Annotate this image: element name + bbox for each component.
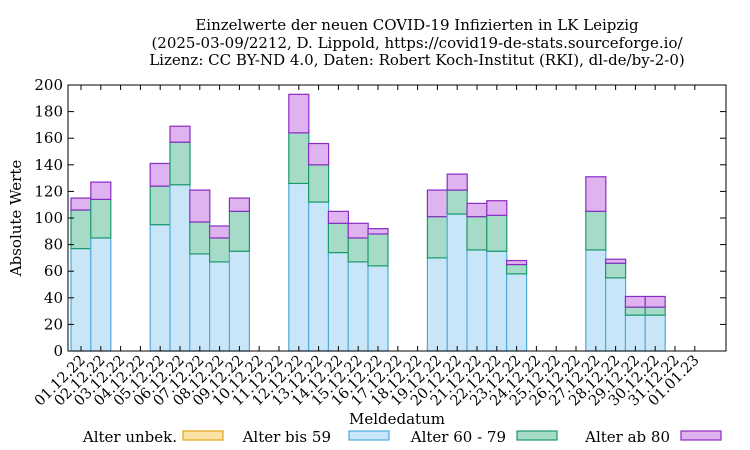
x-axis-ticks: 01.12.2202.12.2203.12.2204.12.2205.12.22…	[32, 85, 703, 409]
bar-07.12.22-series-1	[189, 253, 211, 352]
bar-23.12.22-series-1	[506, 273, 528, 352]
y-tick-label-140: 140	[34, 156, 63, 174]
bar-12.12.22-series-1	[288, 182, 310, 352]
bar-28.12.22-series-3	[604, 258, 627, 264]
bar-14.12.22-series-2	[327, 222, 349, 254]
bar-12.12.22-series-3	[288, 93, 310, 134]
bar-14.12.22-series-3	[327, 210, 349, 224]
bar-14.12.22-series-1	[327, 251, 349, 352]
legend: Alter unbek. Alter bis 59 Alter 60 - 79 Alt…	[82, 428, 722, 446]
bar-09.12.22-series-1	[228, 250, 250, 352]
y-tick-label-40: 40	[44, 289, 63, 307]
bar-05.12.22-series-1	[149, 224, 171, 352]
bar-19.12.22-series-1	[426, 257, 448, 352]
bar-22.12.22-series-1	[486, 250, 508, 352]
y-tick-label-160: 160	[34, 129, 63, 147]
y-tick-label-180: 180	[34, 103, 63, 121]
bar-29.12.22-series-1	[624, 314, 647, 352]
bar-20.12.22-series-2	[446, 189, 468, 215]
bar-13.12.22-series-3	[308, 142, 330, 166]
bar-08.12.22-series-1	[209, 261, 231, 352]
bar-27.12.22-series-3	[585, 176, 607, 212]
bar-28.12.22-series-2	[604, 262, 627, 279]
legend-swatch-3	[680, 430, 722, 441]
bar-05.12.22-series-2	[149, 185, 171, 226]
bar-05.12.22-series-3	[149, 162, 171, 187]
bar-13.12.22-series-2	[308, 164, 330, 203]
bar-16.12.22-series-3	[367, 228, 389, 235]
legend-swatch-2	[516, 430, 558, 441]
x-axis-label: Meldedatum	[349, 410, 445, 428]
bar-30.12.22-series-3	[644, 295, 666, 308]
bar-30.12.22-series-1	[644, 314, 666, 352]
legend-label-3: Alter ab 80	[584, 428, 670, 446]
bar-02.12.22-series-1	[90, 237, 112, 352]
bar-30.12.22-series-2	[644, 306, 666, 316]
bar-01.12.22-series-2	[70, 209, 92, 250]
y-tick-label-200: 200	[34, 76, 63, 94]
bar-15.12.22-series-1	[347, 261, 369, 352]
bar-22.12.22-series-2	[486, 214, 508, 252]
bar-09.12.22-series-3	[228, 197, 250, 212]
legend-label-1: Alter bis 59	[242, 428, 331, 446]
chart-title-line-1: Einzelwerte der neuen COVID-19 Infiziert…	[195, 16, 639, 34]
bar-08.12.22-series-2	[209, 237, 231, 263]
bar-08.12.22-series-3	[209, 225, 231, 239]
bar-22.12.22-series-3	[486, 200, 508, 216]
chart-title: Einzelwerte der neuen COVID-19 Infiziert…	[149, 16, 685, 69]
bar-01.12.22-series-3	[70, 197, 92, 211]
y-tick-label-0: 0	[53, 342, 63, 360]
bar-29.12.22-series-2	[624, 306, 647, 316]
bar-15.12.22-series-2	[347, 237, 369, 263]
bar-12.12.22-series-2	[288, 132, 310, 185]
bar-19.12.22-series-3	[426, 189, 448, 218]
bar-27.12.22-series-1	[585, 249, 607, 352]
bar-07.12.22-series-2	[189, 221, 211, 255]
bar-13.12.22-series-1	[308, 201, 330, 352]
y-tick-label-80: 80	[44, 236, 63, 254]
bar-21.12.22-series-2	[466, 216, 488, 251]
bar-21.12.22-series-3	[466, 202, 488, 218]
bar-28.12.22-series-1	[604, 277, 627, 352]
legend-swatch-0	[182, 430, 224, 441]
bar-21.12.22-series-1	[466, 249, 488, 352]
bar-15.12.22-series-3	[347, 222, 369, 239]
y-tick-label-120: 120	[34, 182, 63, 200]
bar-06.12.22-series-1	[169, 184, 191, 352]
legend-label-0: Alter unbek.	[82, 428, 177, 446]
bar-06.12.22-series-2	[169, 141, 191, 186]
y-tick-label-100: 100	[34, 209, 63, 227]
bar-02.12.22-series-3	[90, 181, 112, 200]
bar-19.12.22-series-2	[426, 216, 448, 259]
bar-16.12.22-series-2	[367, 233, 389, 267]
legend-label-2: Alter 60 - 79	[410, 428, 506, 446]
bar-20.12.22-series-3	[446, 173, 468, 191]
bar-20.12.22-series-1	[446, 213, 468, 352]
bar-06.12.22-series-3	[169, 125, 191, 143]
y-tick-label-20: 20	[44, 315, 63, 333]
bar-23.12.22-series-3	[506, 259, 528, 266]
bar-07.12.22-series-3	[189, 189, 211, 223]
y-axis-ticks: 0 20 40 60 80 100 120 140 160 180 200	[34, 76, 726, 360]
legend-swatch-1	[348, 430, 390, 441]
plot-frame	[67, 84, 727, 352]
y-tick-label-60: 60	[44, 262, 63, 280]
bar-16.12.22-series-1	[367, 265, 389, 352]
bar-02.12.22-series-2	[90, 198, 112, 239]
chart-title-line-3: Lizenz: CC BY-ND 4.0, Daten: Robert Koch…	[149, 51, 685, 69]
bar-23.12.22-series-2	[506, 263, 528, 275]
bar-27.12.22-series-2	[585, 210, 607, 251]
bar-09.12.22-series-2	[228, 210, 250, 252]
bars-layer	[70, 93, 666, 352]
chart-title-line-2: (2025-03-09/2212, D. Lippold, https://co…	[151, 34, 683, 52]
bar-01.12.22-series-1	[70, 247, 92, 352]
bar-29.12.22-series-3	[624, 295, 647, 308]
y-axis-label: Absolute Werte	[7, 160, 25, 278]
